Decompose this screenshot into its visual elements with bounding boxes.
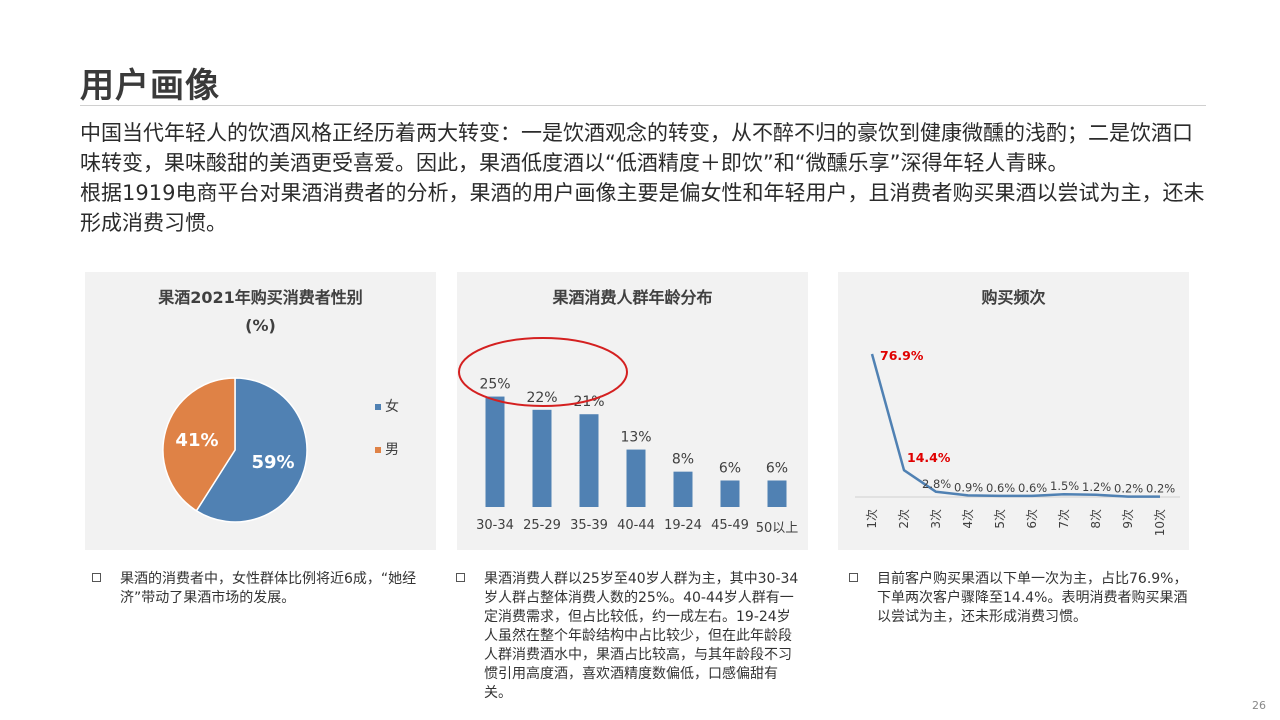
line-data-label: 1.5%: [1050, 479, 1079, 493]
x-tick-label: 19-24: [664, 518, 702, 533]
age-chart-title: 果酒消费人群年龄分布: [552, 288, 713, 307]
pie-data-label: 41%: [175, 430, 218, 451]
pie-slice: [195, 377, 308, 523]
note-age-text: 果酒消费人群以25岁至40岁人群为主，其中30-34岁人群占整体消费人数的25%…: [484, 571, 799, 701]
bar: [485, 396, 505, 507]
x-tick-label: 50以上: [756, 521, 799, 536]
line-data-label: 76.9%: [880, 348, 924, 363]
bar-data-label: 22%: [526, 390, 557, 406]
frequency-line-chart: 76.9% 1次 14.4% 2次 2.8% 3次 0.9% 4次 0.6% 5次 0.6% 6次 1.…: [855, 348, 1180, 536]
legend-label: 女: [385, 398, 399, 415]
x-tick-label: 7次: [1057, 509, 1071, 529]
legend-swatch: [375, 447, 381, 453]
intro-paragraph-2: 根据1919电商平台对果酒消费者的分析，果酒的用户画像主要是偏女性和年轻用户，且…: [80, 181, 1205, 235]
bar-data-label: 6%: [766, 460, 788, 476]
x-tick-label: 45-49: [711, 518, 749, 533]
intro-text: 中国当代年轻人的饮酒风格正经历着两大转变：一是饮酒观念的转变，从不醉不归的豪饮到…: [80, 118, 1210, 238]
bar-data-label: 13%: [620, 430, 651, 446]
bar-data-label: 25%: [479, 377, 510, 393]
x-tick-label: 4次: [961, 509, 975, 529]
highlight-ellipse: [458, 337, 628, 407]
legend-swatch: [375, 404, 381, 410]
x-tick-label: 2次: [897, 509, 911, 529]
bar: [532, 409, 552, 507]
bar: [626, 449, 646, 507]
pie-slice: [162, 377, 236, 512]
gender-chart-unit: (%): [245, 316, 276, 335]
line-data-label: 2.8%: [922, 477, 951, 491]
line-data-label: 0.2%: [1114, 482, 1143, 496]
legend-label: 男: [385, 442, 399, 458]
square-bullet-icon: [456, 573, 465, 582]
note-age: 果酒消费人群以25岁至40岁人群为主，其中30-34岁人群占整体消费人数的25%…: [456, 570, 801, 703]
line-data-label: 1.2%: [1082, 480, 1111, 494]
x-tick-label: 40-44: [617, 518, 655, 533]
intro-paragraph-1: 中国当代年轻人的饮酒风格正经历着两大转变：一是饮酒观念的转变，从不醉不归的豪饮到…: [80, 121, 1193, 175]
line-data-label: 0.6%: [1018, 481, 1047, 495]
gender-pie-chart: 59% 41% 女男: [162, 377, 399, 523]
age-bar-chart: 25%30-3422%25-2921%35-3913%40-448%19-246…: [458, 337, 799, 536]
square-bullet-icon: [92, 573, 101, 582]
line-data-label: 0.6%: [986, 481, 1015, 495]
x-tick-label: 10次: [1153, 509, 1167, 536]
bar-data-label: 8%: [672, 452, 694, 468]
bar-data-label: 6%: [719, 460, 741, 476]
square-bullet-icon: [849, 573, 858, 582]
note-gender: 果酒的消费者中，女性群体比例将近6成，“她经济”带动了果酒市场的发展。: [92, 570, 422, 608]
page-number: 26: [1252, 699, 1266, 712]
line-data-label: 0.9%: [954, 480, 983, 494]
bar: [720, 480, 740, 507]
bar: [767, 480, 787, 507]
x-tick-label: 30-34: [476, 518, 514, 533]
line-data-label: 14.4%: [907, 450, 951, 465]
frequency-chart-title: 购买频次: [981, 288, 1046, 307]
x-tick-label: 9次: [1121, 509, 1135, 529]
title-divider: [80, 105, 1206, 106]
pie-data-label: 59%: [251, 452, 294, 473]
x-tick-label: 5次: [993, 509, 1007, 529]
x-tick-label: 3次: [929, 509, 943, 529]
bar: [579, 414, 599, 507]
line-data-label: 0.2%: [1146, 482, 1175, 496]
frequency-chart-panel: 购买频次 76.9% 1次 14.4% 2次 2.8% 3次 0.9% 4次 0.6% 5次 0.6…: [838, 272, 1189, 550]
gender-chart-title: 果酒2021年购买消费者性别: [158, 288, 363, 307]
note-frequency: 目前客户购买果酒以下单一次为主，占比76.9%，下单两次客户骤降至14.4%。表…: [849, 570, 1194, 627]
age-chart-panel: 果酒消费人群年龄分布 25% 30-34 22% 25-29 21% 35-39 13% 40…: [457, 272, 808, 550]
x-tick-label: 6次: [1025, 509, 1039, 529]
x-tick-label: 8次: [1089, 509, 1103, 529]
page-title: 用户画像: [80, 66, 220, 106]
x-tick-label: 25-29: [523, 518, 561, 533]
series-line: [870, 353, 1160, 498]
note-frequency-text: 目前客户购买果酒以下单一次为主，占比76.9%，下单两次客户骤降至14.4%。表…: [877, 571, 1188, 625]
note-gender-text: 果酒的消费者中，女性群体比例将近6成，“她经济”带动了果酒市场的发展。: [120, 571, 417, 606]
x-tick-label: 1次: [865, 509, 879, 529]
x-tick-label: 35-39: [570, 518, 608, 533]
gender-chart-panel: 果酒2021年购买消费者性别 (%) 59% 41% 女男: [85, 272, 436, 550]
bar: [673, 471, 693, 507]
